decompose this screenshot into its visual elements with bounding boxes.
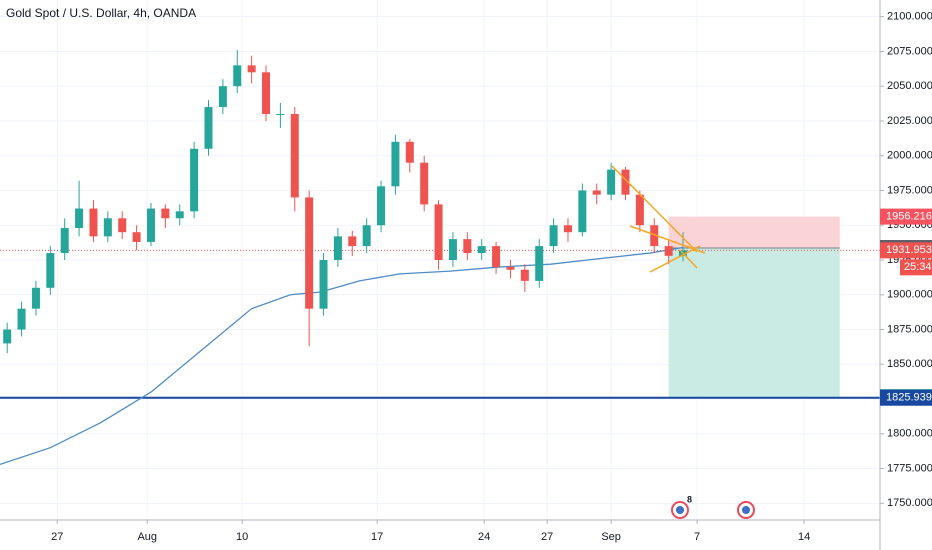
- y-tick-label: 1900.000: [887, 289, 932, 301]
- candle-body: [377, 186, 386, 226]
- candle-body: [434, 204, 443, 260]
- candle-body: [17, 308, 26, 330]
- trend-line: [679, 249, 698, 269]
- countdown: 25:34: [904, 261, 932, 273]
- candle-body: [405, 141, 414, 163]
- candle-body: [348, 236, 357, 247]
- target-zone: [668, 248, 840, 398]
- y-tick-label: 1850.000: [887, 358, 932, 370]
- x-tick-label: 17: [371, 531, 383, 543]
- x-tick-label: Aug: [137, 531, 157, 543]
- y-tick-label: 1775.000: [887, 462, 932, 474]
- event-flag: [676, 506, 684, 514]
- price-badge: [880, 208, 932, 225]
- candle-body: [89, 208, 98, 237]
- candle-body: [146, 208, 155, 242]
- candle-body: [448, 239, 457, 260]
- candle-body: [549, 225, 558, 247]
- candle-body: [60, 228, 69, 254]
- candle-body: [535, 246, 544, 281]
- candle-body: [506, 266, 515, 270]
- event-flag: [742, 506, 750, 514]
- x-tick-label: Sep: [601, 531, 621, 543]
- price-badge-label: 1931.953: [886, 244, 932, 256]
- price-badge: [880, 242, 932, 259]
- y-tick-label: 2075.000: [887, 45, 932, 57]
- moving-average: [0, 246, 684, 466]
- price-badge-label: 1956.216: [886, 211, 932, 223]
- candle-body: [262, 72, 271, 115]
- y-tick-label: 2050.000: [887, 80, 932, 92]
- candle-body: [175, 211, 184, 219]
- y-tick-label: 1975.000: [887, 184, 932, 196]
- candle-body: [650, 225, 659, 247]
- candle-body: [319, 260, 328, 309]
- axis-labels: 2100.000 2075.000 2050.000 2025.000 2000.000…: [51, 11, 932, 543]
- candle-body: [75, 208, 84, 229]
- candle-body: [190, 148, 199, 212]
- candle-body: [233, 65, 242, 87]
- y-tick-label: 1800.000: [887, 428, 932, 440]
- candle-body: [161, 208, 170, 219]
- candle-body: [333, 236, 342, 260]
- candle-body: [31, 287, 40, 309]
- candle-body: [492, 246, 501, 267]
- price-badge: [880, 389, 932, 406]
- trend-line: [649, 245, 701, 273]
- candle-body: [563, 225, 572, 233]
- candle-body: [420, 162, 429, 205]
- candle-body: [607, 169, 616, 195]
- candle-body: [3, 329, 12, 344]
- x-tick-label: 10: [236, 531, 248, 543]
- marks: [0, 50, 880, 466]
- x-tick-label: 14: [798, 531, 810, 543]
- candle-body: [578, 190, 587, 233]
- candle-body: [520, 269, 529, 281]
- stop-zone: [668, 216, 840, 249]
- trend-line: [611, 165, 698, 253]
- y-tick-label: 1750.000: [887, 497, 932, 509]
- candle-body: [103, 218, 112, 237]
- candle-body: [664, 246, 673, 256]
- events: 8: [671, 494, 755, 519]
- candle-body: [463, 239, 472, 254]
- y-tick-label: 2000.000: [887, 150, 932, 162]
- candle-body: [132, 232, 141, 242]
- candle-body: [621, 169, 630, 195]
- x-tick-label: 27: [541, 531, 553, 543]
- chart-title: Gold Spot / U.S. Dollar, 4h, OANDA: [6, 6, 196, 20]
- candle-body: [46, 253, 55, 288]
- trend-line: [629, 225, 706, 254]
- candle-body: [592, 190, 601, 195]
- candle-body: [218, 86, 227, 108]
- x-tick-label: 7: [694, 531, 700, 543]
- candle-body: [477, 246, 486, 254]
- price-badge-label: 1825.939: [886, 392, 932, 404]
- candle-body: [391, 141, 400, 187]
- candle-body: [118, 218, 127, 233]
- candle-body: [276, 114, 285, 116]
- y-tick-label: 1875.000: [887, 323, 932, 335]
- y-tick-label: 2100.000: [887, 11, 932, 23]
- candle-body: [290, 114, 299, 198]
- triangle-drawing: [611, 165, 706, 273]
- event-count: 8: [687, 494, 692, 504]
- x-tick-label: 27: [51, 531, 63, 543]
- x-tick-label: 24: [478, 531, 490, 543]
- y-tick-label: 2025.000: [887, 115, 932, 127]
- candle-body: [247, 65, 256, 73]
- position-tool: [668, 216, 840, 398]
- candle-body: [204, 107, 213, 149]
- countdown-badge: [900, 259, 932, 276]
- candle-body: [635, 194, 644, 226]
- candle-body: [362, 225, 371, 247]
- candle-body: [305, 197, 314, 309]
